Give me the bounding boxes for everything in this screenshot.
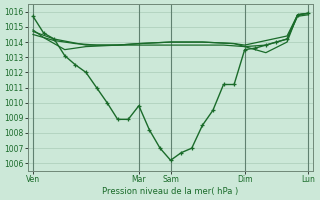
X-axis label: Pression niveau de la mer( hPa ): Pression niveau de la mer( hPa ) [102,187,239,196]
